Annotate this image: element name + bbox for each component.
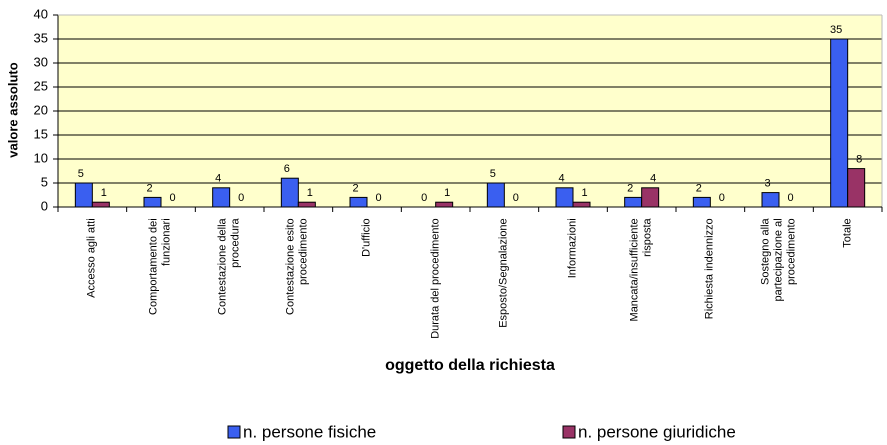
bar	[692, 196, 711, 208]
value-label: 35	[830, 24, 842, 36]
y-axis-title: valore assoluto	[5, 62, 20, 157]
bar	[847, 168, 866, 208]
x-tick-text: Contestazione esito procedimento	[285, 217, 311, 315]
value-label: 0	[238, 192, 244, 204]
bar	[297, 201, 316, 208]
bar	[830, 38, 849, 208]
value-label: 0	[169, 192, 175, 204]
bar	[91, 201, 110, 208]
bar	[143, 196, 162, 208]
value-label: 0	[375, 192, 381, 204]
x-tick-label: Totale	[813, 212, 882, 362]
legend-label: n. persone fisiche	[243, 422, 376, 441]
bar	[435, 201, 454, 208]
value-label: 0	[513, 192, 519, 204]
x-tick-text: Richiesta indennizzo	[703, 217, 716, 319]
x-tick-label: Contestazione esito procedimento	[264, 212, 333, 362]
x-tick-label: Durata del procedimento	[401, 212, 470, 362]
x-tick-text: Sostegno alla partecipazione al procedim…	[759, 217, 798, 302]
y-tick-label: 35	[34, 30, 48, 45]
value-label: 0	[787, 192, 793, 204]
legend-label: n. persone giuridiche	[578, 422, 736, 441]
x-tick-text: Informazioni	[566, 217, 579, 278]
x-tick-text: Totale	[841, 217, 854, 248]
x-tick-text: Comportamento dei funzionari	[148, 217, 173, 315]
x-axis-title: oggetto della richiesta	[385, 357, 555, 374]
value-label: 4	[215, 173, 221, 185]
value-label: 4	[650, 173, 656, 185]
value-label: 1	[307, 187, 313, 199]
bar	[212, 187, 231, 208]
y-tick-label: 15	[34, 126, 48, 141]
x-tick-text: Contestazione della procedura	[216, 217, 242, 315]
y-tick-label: 25	[34, 78, 48, 93]
bar	[624, 196, 643, 208]
x-tick-text: Esposto/Segnalazione	[497, 217, 510, 328]
value-label: 5	[490, 168, 496, 180]
y-tick-label: 0	[41, 198, 48, 213]
bar	[74, 182, 93, 208]
x-tick-text: Mancata/insufficiente risposta	[628, 217, 654, 322]
y-tick-label: 30	[34, 54, 48, 69]
bar	[761, 192, 780, 208]
value-label: 4	[558, 173, 564, 185]
value-label: 2	[696, 182, 702, 194]
value-label: 0	[421, 192, 427, 204]
bar	[349, 196, 368, 208]
bar	[572, 201, 591, 208]
x-tick-text: Durata del procedimento	[429, 217, 442, 339]
bar	[555, 187, 574, 208]
y-tick-label: 20	[34, 102, 48, 117]
x-tick-label: D'ufficio	[333, 212, 402, 362]
value-label: 8	[856, 154, 862, 166]
legend-swatch	[227, 425, 241, 439]
x-tick-label: Esposto/Segnalazione	[470, 212, 539, 362]
x-tick-label: Contestazione della procedura	[195, 212, 264, 362]
bar	[486, 182, 505, 208]
value-label: 5	[78, 168, 84, 180]
value-label: 1	[581, 187, 587, 199]
value-label: 1	[101, 187, 107, 199]
x-tick-label: Accesso agli atti	[58, 212, 127, 362]
value-label: 3	[764, 178, 770, 190]
value-label: 0	[719, 192, 725, 204]
x-tick-text: Accesso agli atti	[85, 217, 98, 298]
y-tick-label: 40	[34, 6, 48, 21]
x-tick-text: D'ufficio	[360, 217, 373, 257]
x-tick-label: Sostegno alla partecipazione al procedim…	[745, 212, 814, 362]
value-label: 2	[352, 182, 358, 194]
bar	[280, 177, 299, 208]
x-tick-label: Informazioni	[539, 212, 608, 362]
x-tick-label: Richiesta indennizzo	[676, 212, 745, 362]
y-tick-label: 5	[41, 174, 48, 189]
value-label: 6	[284, 163, 290, 175]
x-tick-label: Mancata/insufficiente risposta	[607, 212, 676, 362]
value-label: 2	[627, 182, 633, 194]
value-label: 1	[444, 187, 450, 199]
y-tick-label: 10	[34, 150, 48, 165]
value-label: 2	[146, 182, 152, 194]
x-tick-label: Comportamento dei funzionari	[127, 212, 196, 362]
bar	[641, 187, 660, 208]
legend-swatch	[562, 425, 576, 439]
